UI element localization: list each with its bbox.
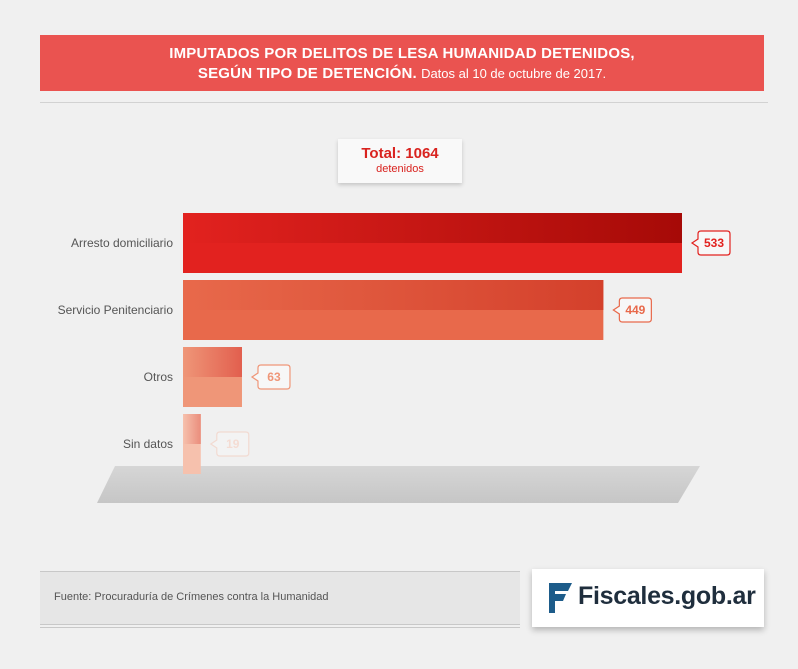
logo-arrow-icon — [549, 583, 572, 613]
value-label-arresto-domiciliario: 533 — [704, 236, 724, 250]
fiscales-logo: Fiscales.gob.ar — [532, 569, 764, 627]
value-label-otros: 63 — [267, 370, 281, 384]
value-label-servicio-penitenciario: 449 — [625, 303, 645, 317]
value-callout-sin-datos — [209, 431, 250, 457]
source-footer: Fuente: Procuraduría de Crímenes contra … — [40, 571, 520, 625]
bar-shade-arresto-domiciliario — [183, 213, 682, 243]
title-line-2-text: SEGÚN TIPO DE DETENCIÓN. — [197, 65, 417, 82]
bar-shade-otros — [183, 347, 242, 377]
category-label-servicio-penitenciario: Servicio Penitenciario — [58, 303, 174, 317]
header-divider — [40, 102, 768, 103]
category-label-otros: Otros — [144, 370, 173, 384]
category-label-sin-datos: Sin datos — [123, 437, 173, 451]
title-line-2: SEGÚN TIPO DE DETENCIÓN. Datos al 10 de … — [40, 64, 764, 84]
footer-divider — [40, 627, 520, 628]
total-badge: Total: 1064 detenidos — [338, 139, 462, 183]
bar-shade-sin-datos — [183, 414, 201, 444]
value-callout-arresto-domiciliario — [690, 230, 731, 256]
total-unit: detenidos — [376, 163, 424, 175]
chart-floor — [97, 466, 700, 503]
title-line-1: IMPUTADOS POR DELITOS DE LESA HUMANIDAD … — [169, 45, 635, 62]
total-label: Total: 1064 — [361, 145, 439, 162]
source-text: Fuente: Procuraduría de Crímenes contra … — [54, 591, 329, 603]
subtitle: Datos al 10 de octubre de 2017. — [421, 66, 607, 81]
bar-shade-servicio-penitenciario — [183, 280, 604, 310]
value-label-sin-datos: 19 — [226, 437, 240, 451]
bar-chart: Arresto domiciliario 533 Servicio Penitenc… — [58, 213, 731, 503]
bars-layer: Arresto domiciliario 533 Servicio Penitenc… — [58, 213, 731, 474]
value-callout-servicio-penitenciario — [612, 297, 652, 323]
category-label-arresto-domiciliario: Arresto domiciliario — [71, 236, 173, 250]
logo-text: Fiscales.gob.ar — [578, 582, 756, 610]
value-callout-otros — [250, 364, 291, 390]
title-banner: IMPUTADOS POR DELITOS DE LESA HUMANIDAD … — [40, 35, 764, 91]
